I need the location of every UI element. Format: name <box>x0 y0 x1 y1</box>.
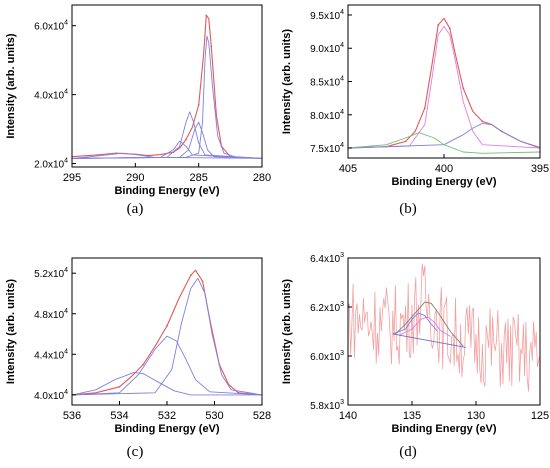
x-tick-label: 534 <box>110 410 128 422</box>
plot-frame <box>71 4 263 168</box>
series-line-3-component <box>72 372 262 396</box>
x-tick-label: 285 <box>189 172 207 184</box>
x-tick-label: 528 <box>253 410 271 422</box>
data-point <box>210 45 213 48</box>
data-point <box>423 107 426 110</box>
x-tick-label: 295 <box>63 172 81 184</box>
x-tick-label: 536 <box>63 410 81 422</box>
plot-frame <box>347 4 541 159</box>
series-line-1-component <box>72 277 262 396</box>
chart-panel-d: 140 135 130 125 5.8x103 6.0x103 6.2x103 6.4x103… <box>281 252 549 460</box>
panel-caption: (a) <box>127 201 144 217</box>
y-tick-label: 6.4x103 <box>310 252 344 265</box>
series-group <box>72 269 262 396</box>
series-line-0-measured <box>348 263 540 392</box>
data-point <box>118 385 121 388</box>
x-tick-label: 135 <box>403 410 421 422</box>
y-tick-label: 7.5x104 <box>310 142 344 155</box>
y-axis-label: Intensity (arb. units) <box>5 33 17 138</box>
y-tick-label: 4.8x104 <box>34 308 68 321</box>
x-tick-label: 532 <box>158 410 176 422</box>
data-point <box>142 363 145 366</box>
y-tick-label: 9.0x104 <box>310 42 344 55</box>
chart-panel-a: 295 290 285 280 2.0x104 4.0x104 6.0x104 Binding… <box>5 4 271 217</box>
series-line-1-component <box>72 35 262 159</box>
y-tick-label: 8.0x104 <box>310 109 344 122</box>
y-tick-label: 4.4x104 <box>34 348 68 361</box>
y-tick-label: 6.0x103 <box>310 350 344 363</box>
y-tick-label: 5.2x104 <box>34 267 68 280</box>
plot-frame <box>71 257 263 406</box>
x-tick-label: 290 <box>126 172 144 184</box>
x-tick-label: 395 <box>531 163 549 175</box>
x-tick-label: 530 <box>205 410 223 422</box>
series-line-0-measured <box>72 269 262 396</box>
data-point <box>404 140 407 143</box>
data-point <box>448 27 451 30</box>
y-tick-label: 6.2x103 <box>310 301 344 314</box>
plot-frame <box>347 257 541 406</box>
y-axis-label: Intensity (arb. units) <box>281 279 293 384</box>
panel-caption: (c) <box>127 444 144 460</box>
y-axis-label: Intensity (arb. units) <box>281 29 293 134</box>
series-line-1-component <box>395 301 464 347</box>
y-tick-label: 2.0x104 <box>34 158 68 171</box>
x-tick-label: 405 <box>339 163 357 175</box>
series-group <box>348 263 540 392</box>
series-line-2-component <box>72 335 262 396</box>
series-line-2-component <box>72 121 262 159</box>
data-point <box>462 87 465 90</box>
series-line-0-measured <box>72 14 262 159</box>
series-line-2-component <box>399 316 451 337</box>
series-line-2-component <box>348 122 540 149</box>
series-line-1-component <box>348 25 540 149</box>
data-point <box>185 138 187 141</box>
series-line-4-background <box>392 333 466 348</box>
x-tick-label: 400 <box>435 163 453 175</box>
data-point <box>201 280 204 283</box>
y-tick-label: 5.8x103 <box>310 399 344 412</box>
series-line-0-measured <box>348 17 540 149</box>
y-tick-label: 9.5x104 <box>310 9 344 22</box>
data-point <box>197 104 200 106</box>
x-axis-label: Binding Energy (eV) <box>391 423 496 435</box>
data-point <box>205 14 208 17</box>
series-group <box>348 17 540 154</box>
series-line-3-component <box>392 312 438 335</box>
x-tick-label: 130 <box>467 410 485 422</box>
y-tick-label: 6.0x104 <box>34 20 68 33</box>
x-tick-label: 125 <box>531 410 549 422</box>
x-axis-label: Binding Energy (eV) <box>114 423 219 435</box>
series-line-3-component <box>72 111 262 159</box>
data-point <box>166 325 168 327</box>
x-tick-label: 140 <box>339 410 357 422</box>
series-group <box>72 14 262 160</box>
x-axis-label: Binding Energy (eV) <box>114 185 219 197</box>
series-line-5-component <box>72 152 262 159</box>
panel-caption: (b) <box>399 201 417 217</box>
data-point <box>481 120 484 123</box>
x-axis-label: Binding Energy (eV) <box>391 176 496 188</box>
x-tick-label: 280 <box>253 172 271 184</box>
y-axis-label: Intensity (arb. units) <box>5 279 17 384</box>
data-point <box>189 274 192 277</box>
y-tick-label: 4.0x104 <box>34 389 68 402</box>
chart-panel-c: 536 534 532 530 528 4.0x104 4.4x104 4.8x104 5.2x… <box>5 257 271 460</box>
y-tick-label: 4.0x104 <box>34 89 68 102</box>
panel-caption: (d) <box>399 444 417 460</box>
y-tick-label: 8.5x104 <box>310 76 344 89</box>
series-line-3-component <box>348 132 540 154</box>
chart-panel-b: 405 400 395 7.5x104 8.0x104 8.5x104 9.0x104 9.5… <box>281 4 549 217</box>
data-point <box>437 24 440 26</box>
